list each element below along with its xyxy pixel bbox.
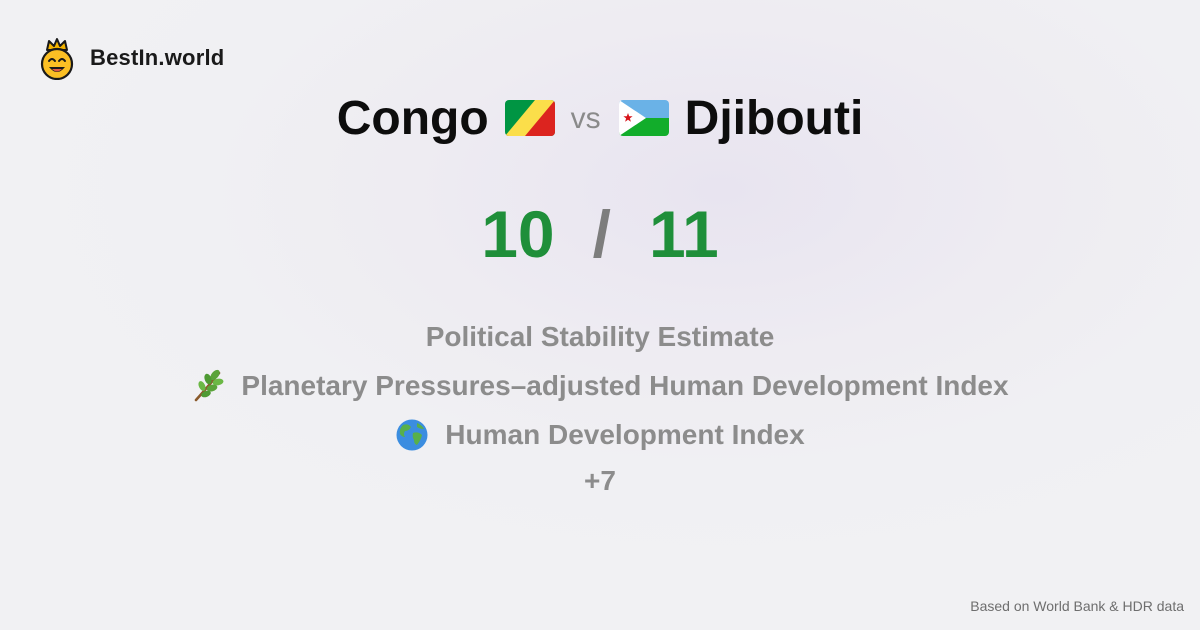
congo-flag-icon (504, 100, 555, 136)
crowned-smiley-icon (40, 38, 74, 80)
left-score: 10 (481, 197, 555, 271)
brand[interactable]: BestIn.world (38, 36, 224, 80)
metric-label: Planetary Pressures–adjusted Human Devel… (241, 369, 1009, 401)
metric-item[interactable]: Political Stability Estimate (0, 312, 1200, 361)
plant-branch-icon (195, 369, 224, 401)
djibouti-flag-icon (618, 100, 669, 136)
comparison-headline: Congo vs Djibouti (0, 86, 1200, 150)
left-country-name[interactable]: Congo (336, 91, 489, 145)
metric-item[interactable]: Human Development Index (0, 410, 1200, 459)
metrics-list: Political Stability Estimate Planetary P… (0, 312, 1200, 503)
brand-name: BestIn.world (90, 45, 225, 70)
metric-label: Political Stability Estimate (425, 320, 775, 352)
more-metrics-count[interactable]: +7 (584, 465, 616, 496)
data-source-note: Based on World Bank & HDR data (970, 598, 1184, 614)
right-score: 11 (648, 197, 719, 271)
vs-label: vs (570, 102, 601, 135)
score-separator: / (592, 197, 611, 271)
score-display: 10 / 11 (0, 196, 1200, 272)
right-country-name[interactable]: Djibouti (684, 91, 864, 145)
globe-icon (396, 419, 428, 450)
metric-item[interactable]: Planetary Pressures–adjusted Human Devel… (0, 361, 1200, 410)
metric-label: Human Development Index (445, 418, 805, 450)
